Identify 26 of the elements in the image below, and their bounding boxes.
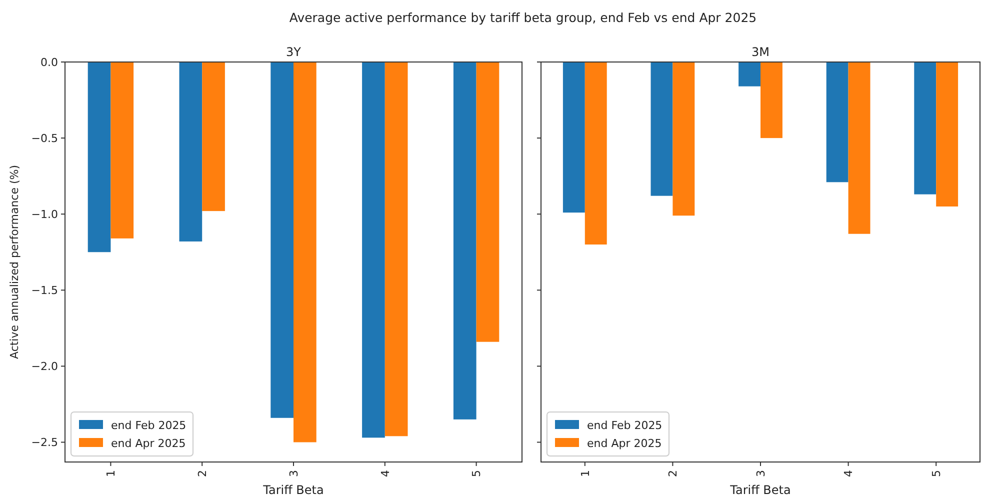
chart-subtitle: 3Y	[286, 45, 302, 59]
x-tick-label: 5	[930, 470, 943, 477]
x-tick-label: 4	[378, 470, 392, 477]
legend-label: end Feb 2025	[587, 418, 662, 432]
legend-label: end Apr 2025	[111, 436, 186, 450]
y-tick-label: 0.0	[40, 56, 58, 69]
x-axis-title: Tariff Beta	[262, 483, 324, 497]
x-axis-title: Tariff Beta	[729, 483, 791, 497]
chart-subtitle: 3M	[752, 45, 770, 59]
chart-title: Average active performance by tariff beta group, end Feb vs end Apr 2025	[289, 10, 757, 25]
y-tick-label: −1.0	[31, 208, 58, 221]
y-tick-label: −1.5	[31, 284, 58, 297]
x-tick-label: 3	[287, 470, 300, 477]
x-tick-label: 3	[754, 470, 768, 477]
x-tick-label: 4	[842, 470, 856, 477]
legend-label: end Apr 2025	[587, 436, 662, 450]
x-tick-label: 5	[470, 470, 484, 477]
x-tick-label: 1	[578, 470, 592, 477]
y-tick-label: −2.5	[31, 436, 58, 450]
legend-label: end Feb 2025	[111, 418, 186, 432]
y-axis-title: Active annualized performance (%)	[8, 164, 21, 360]
x-tick-label: 2	[196, 470, 209, 477]
x-tick-label: 2	[666, 470, 680, 477]
y-tick-label: −0.5	[31, 132, 58, 145]
y-tick-label: −2.0	[31, 360, 58, 374]
x-tick-label: 1	[104, 470, 118, 477]
